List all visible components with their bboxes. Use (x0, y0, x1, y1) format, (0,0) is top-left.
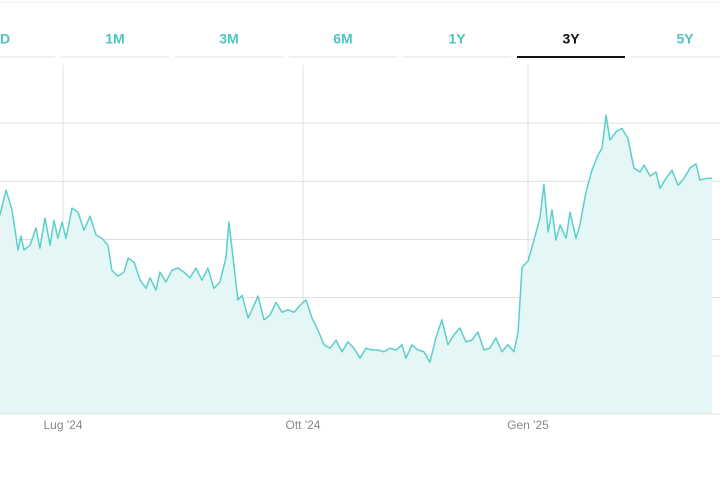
tab-label[interactable]: 1Y (448, 31, 466, 47)
x-tick-label: Ott '24 (286, 418, 321, 432)
price-line (0, 114, 712, 363)
x-tick-label: Lug '24 (44, 418, 83, 432)
area-fill (0, 115, 712, 415)
tab-label[interactable]: 6M (333, 31, 352, 47)
tab-label[interactable]: 5Y (676, 31, 694, 47)
tab-label[interactable]: D (0, 31, 10, 47)
tab-label[interactable]: 3Y (562, 31, 580, 47)
x-tick-label: Gen '25 (507, 418, 549, 432)
tab-label[interactable]: 3M (219, 31, 238, 47)
tab-label[interactable]: 1M (105, 31, 124, 47)
